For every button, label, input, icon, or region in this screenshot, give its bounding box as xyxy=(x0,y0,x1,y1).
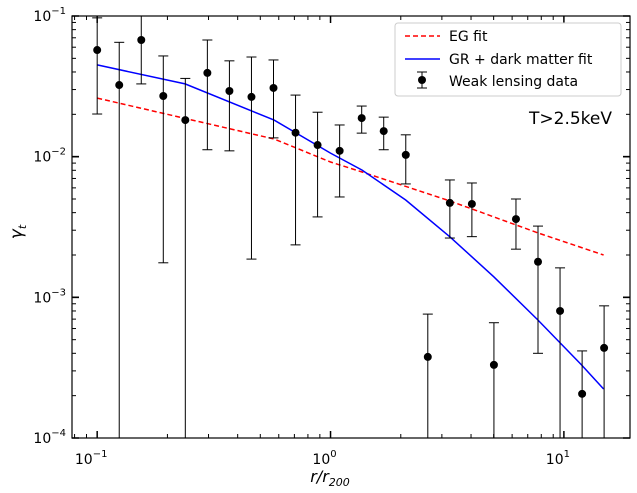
data-marker xyxy=(93,46,102,55)
data-marker xyxy=(203,68,212,77)
data-point xyxy=(533,225,544,354)
data-marker xyxy=(247,92,256,101)
legend-data-swatch xyxy=(417,71,427,89)
data-point xyxy=(422,313,433,438)
data-point xyxy=(466,182,477,238)
x-tick-label: 100 xyxy=(312,449,336,468)
data-marker xyxy=(511,215,520,224)
x-axis-label: r/r200 xyxy=(310,467,350,489)
data-marker xyxy=(534,257,543,266)
x-tick-label: 10−1 xyxy=(75,449,108,468)
data-point xyxy=(158,55,169,264)
data-point xyxy=(136,16,147,85)
data-point xyxy=(488,322,499,438)
gr-dark-matter-fit-line xyxy=(97,64,605,390)
data-marker xyxy=(115,81,124,90)
data-point xyxy=(92,17,103,115)
y-tick-label: 10−1 xyxy=(33,6,66,25)
legend-gr-label: GR + dark matter fit xyxy=(449,52,593,68)
axis-ticks xyxy=(72,15,630,439)
data-point xyxy=(400,134,411,185)
data-point xyxy=(202,39,213,151)
temperature-annotation: T>2.5keV xyxy=(528,109,612,129)
y-axis-label: γt xyxy=(7,224,29,239)
data-point xyxy=(444,179,455,239)
data-marker xyxy=(137,36,146,45)
x-tick-label: 101 xyxy=(546,449,570,468)
data-point xyxy=(312,111,323,218)
data-marker xyxy=(313,141,322,150)
data-marker xyxy=(423,352,432,361)
plot-frame xyxy=(71,15,631,439)
data-points xyxy=(92,16,610,438)
data-marker xyxy=(225,86,234,95)
eg-fit-line xyxy=(97,97,604,256)
data-marker xyxy=(159,91,168,100)
data-marker xyxy=(578,389,587,398)
y-tick-label: 10−3 xyxy=(33,287,66,306)
data-point xyxy=(577,350,588,438)
data-marker xyxy=(467,199,476,208)
data-marker xyxy=(489,360,498,369)
data-point xyxy=(246,56,257,260)
data-point xyxy=(555,267,566,438)
legend-box xyxy=(394,22,622,97)
data-point xyxy=(378,116,389,151)
data-point xyxy=(356,105,367,134)
data-point xyxy=(510,198,521,250)
data-point xyxy=(268,59,279,139)
data-point xyxy=(334,124,345,198)
data-point xyxy=(599,305,610,438)
data-marker xyxy=(445,198,454,207)
data-marker xyxy=(335,146,344,155)
data-point xyxy=(114,41,125,438)
series-lines xyxy=(97,64,605,390)
legend-eg-label: EG fit xyxy=(449,29,488,45)
data-point xyxy=(224,60,235,152)
data-marker xyxy=(556,306,565,315)
data-marker xyxy=(357,114,366,123)
data-point xyxy=(180,77,191,438)
data-marker xyxy=(291,128,300,137)
legend-data-label: Weak lensing data xyxy=(449,74,578,90)
data-marker xyxy=(181,116,190,125)
data-marker xyxy=(401,150,410,159)
data-marker xyxy=(269,83,278,92)
data-point xyxy=(290,94,301,246)
y-tick-label: 10−4 xyxy=(33,428,66,447)
legend: EG fit GR + dark matter fit Weak lensing… xyxy=(394,22,622,97)
y-tick-label: 10−2 xyxy=(33,147,66,166)
tick-labels: 10−1 100 101 10−1 10−2 10−3 10−4 xyxy=(33,6,570,468)
data-marker xyxy=(379,127,388,136)
data-marker xyxy=(600,343,609,352)
